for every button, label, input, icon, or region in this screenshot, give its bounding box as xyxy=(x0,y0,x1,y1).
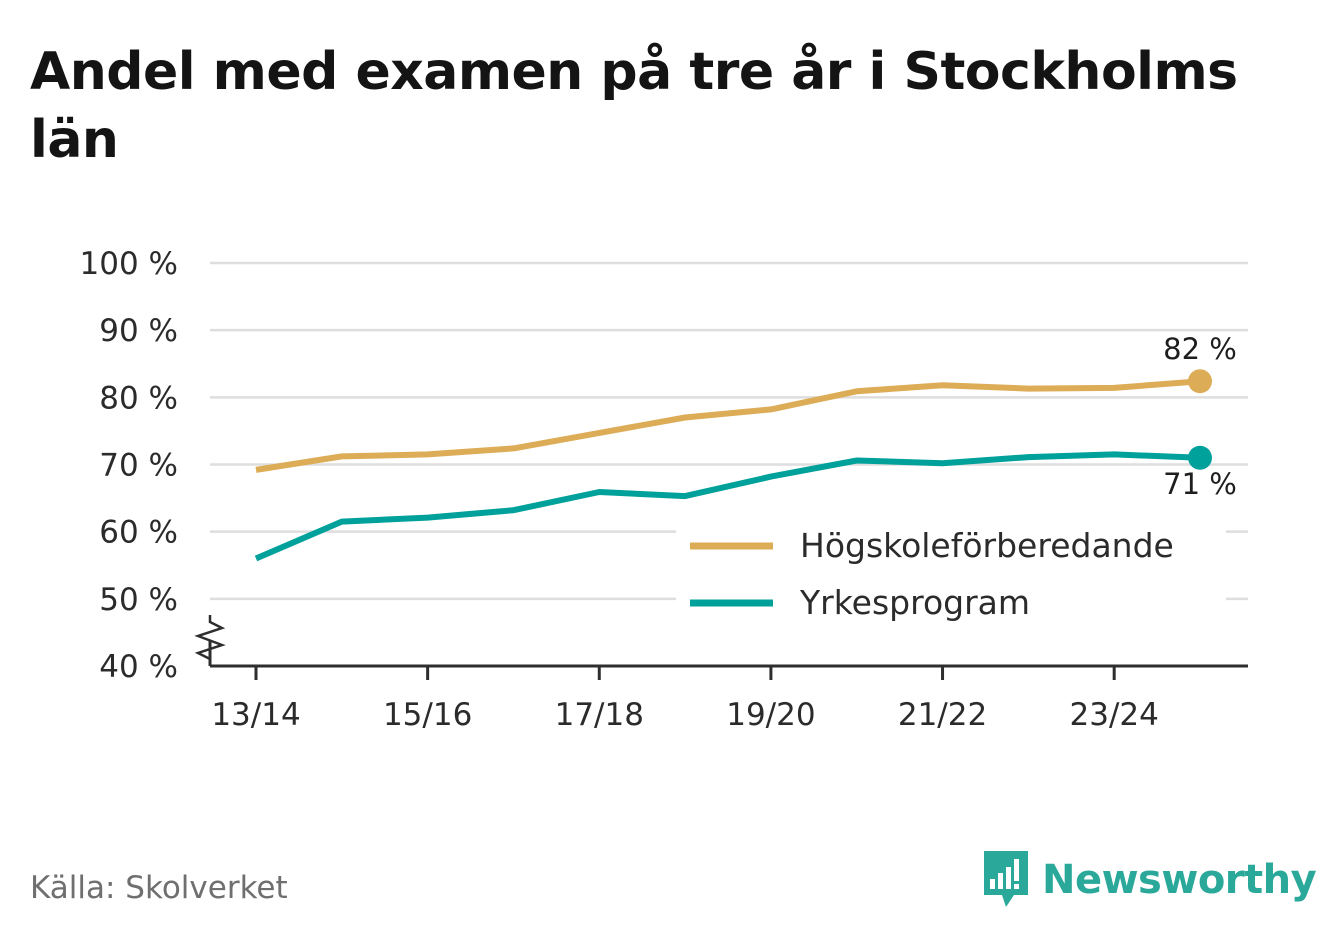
legend-label: Yrkesprogram xyxy=(799,583,1030,622)
legend: Högskoleförberedande Yrkesprogram xyxy=(676,519,1226,633)
axes xyxy=(194,615,1248,668)
x-tick-label: 15/16 xyxy=(383,697,472,733)
y-axis-tick-labels: 40 % 50 % 60 % 70 % 80 % 90 % 100 % xyxy=(80,246,178,685)
brand-name: Newsworthy xyxy=(1042,857,1317,903)
y-tick-label: 40 % xyxy=(99,649,178,685)
x-axis-ticks: 13/14 15/16 17/18 19/20 21/22 23/24 xyxy=(211,666,1159,733)
series-line xyxy=(254,451,1201,562)
newsworthy-logo-icon xyxy=(984,851,1028,907)
series-lines xyxy=(254,378,1201,562)
series-end-markers: 82 % 71 % xyxy=(1163,332,1237,501)
series-end-label: 71 % xyxy=(1163,467,1237,501)
y-tick-label: 90 % xyxy=(99,313,178,349)
series-end-point xyxy=(1188,369,1212,394)
x-tick-label: 17/18 xyxy=(555,697,644,733)
source-note: Källa: Skolverket xyxy=(30,870,288,906)
y-tick-label: 50 % xyxy=(99,582,178,618)
series-end-point xyxy=(1188,445,1212,470)
y-tick-label: 100 % xyxy=(80,246,178,282)
y-tick-label: 60 % xyxy=(99,515,178,551)
legend-label: Högskoleförberedande xyxy=(800,526,1174,565)
x-tick-label: 21/22 xyxy=(898,697,987,733)
chart-title: Andel med examen på tre år i Stockholms … xyxy=(30,42,1238,170)
axis-break-icon xyxy=(194,615,226,661)
y-tick-label: 80 % xyxy=(99,380,178,416)
y-tick-label: 70 % xyxy=(99,448,178,484)
brand-logo: Newsworthy xyxy=(980,848,1317,912)
x-tick-label: 19/20 xyxy=(726,697,815,733)
legend-background xyxy=(676,519,1226,633)
series-line xyxy=(255,378,1201,473)
x-tick-label: 13/14 xyxy=(211,697,300,733)
x-tick-label: 23/24 xyxy=(1070,697,1159,733)
series-end-label: 82 % xyxy=(1163,332,1237,366)
